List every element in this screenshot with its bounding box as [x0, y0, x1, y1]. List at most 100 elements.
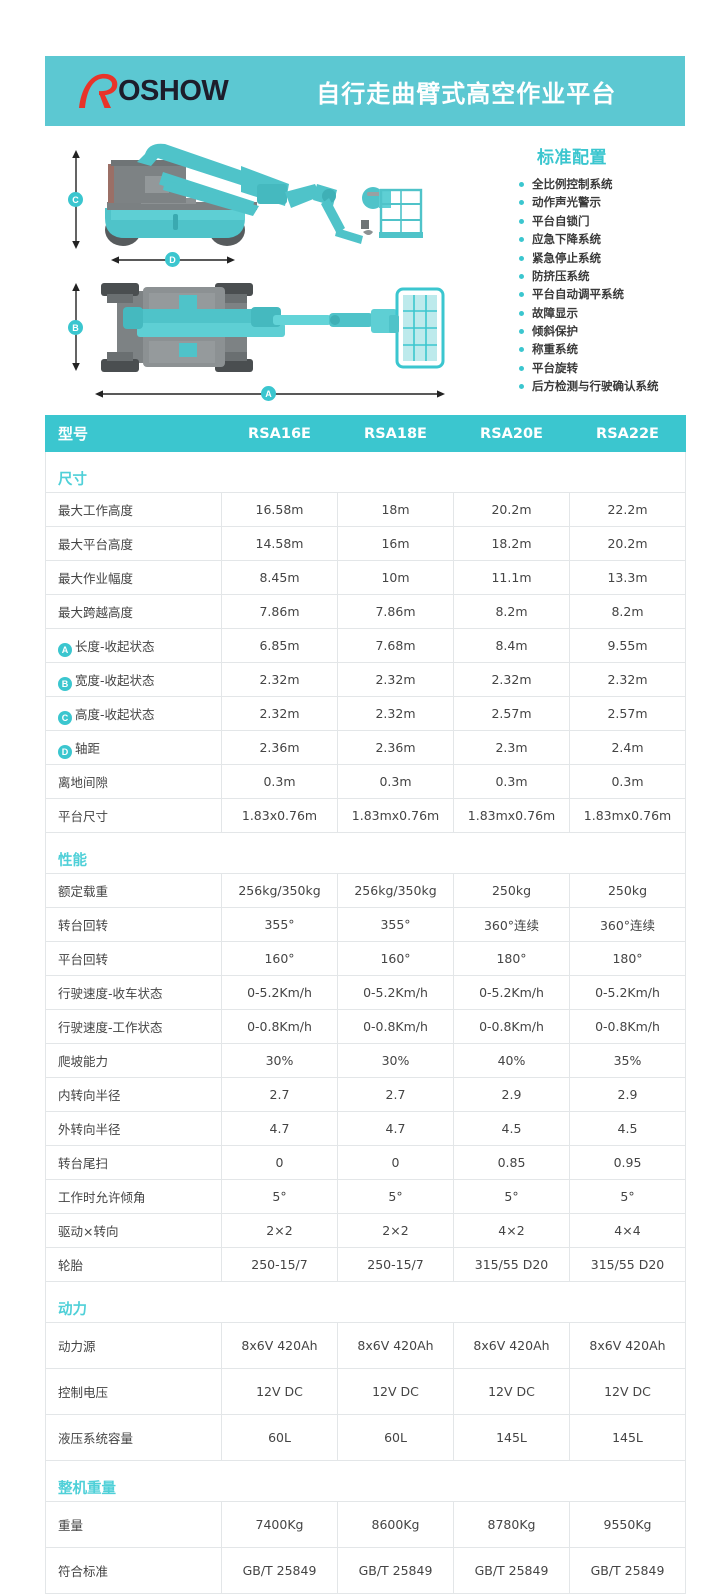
- row-value-cell: 20.2m: [569, 526, 686, 561]
- row-label: 最大作业幅度: [58, 571, 134, 586]
- config-list: 全比例控制系统 动作声光警示 平台自锁门 应急下降系统 紧急停止系统 防挤压系统 平台自动调…: [515, 177, 695, 394]
- row-value-cell: 14.58m: [221, 526, 338, 561]
- header-model-rsa22e: RSA22E: [569, 415, 686, 452]
- row-value-cell: 8x6V 420Ah: [569, 1322, 686, 1369]
- row-value-cell: 20.2m: [453, 492, 570, 527]
- section-header-row: 性能: [45, 832, 686, 874]
- config-item: 平台旋转: [515, 361, 695, 375]
- row-label-cell: 最大工作高度: [45, 492, 222, 527]
- roshow-r-swoosh-icon: [79, 73, 118, 108]
- table-row: 轮胎 250-15/7 250-15/7 315/55 D20 315/55 D20: [45, 1247, 686, 1282]
- row-label-cell: B 宽度-收起状态: [45, 662, 222, 697]
- dim-badge-b-icon: B: [58, 677, 72, 691]
- row-value-cell: 2×2: [337, 1213, 454, 1248]
- top-view-illustration: B A: [45, 267, 505, 407]
- row-label: 转台尾扫: [58, 1156, 109, 1171]
- row-value-cell: GB/T 25849: [221, 1547, 338, 1594]
- row-label-cell: 转台回转: [45, 907, 222, 942]
- row-value-cell: 250-15/7: [337, 1247, 454, 1282]
- section-spacer-cell: [221, 1281, 338, 1323]
- header-key-cell: 型号: [45, 415, 222, 452]
- row-label: 高度-收起状态: [75, 707, 155, 722]
- row-value-cell: 2.4m: [569, 730, 686, 765]
- side-view-boom-lift-drawing: [72, 143, 423, 264]
- row-value-cell: 180°: [569, 941, 686, 976]
- config-item: 故障显示: [515, 306, 695, 320]
- row-label-cell: 最大作业幅度: [45, 560, 222, 595]
- row-value-cell: 0.3m: [453, 764, 570, 799]
- section-spacer-cell: [453, 451, 570, 493]
- table-row: 符合标准 GB/T 25849 GB/T 25849 GB/T 25849 GB/T 2…: [45, 1547, 686, 1594]
- section-spacer-cell: [569, 1460, 686, 1502]
- row-label: 轮胎: [58, 1258, 84, 1273]
- row-value-cell: 360°连续: [569, 907, 686, 942]
- row-value-cell: 2.36m: [337, 730, 454, 765]
- row-label: 最大平台高度: [58, 537, 134, 552]
- row-value-cell: 40%: [453, 1043, 570, 1078]
- row-value-cell: 2.3m: [453, 730, 570, 765]
- dim-badge-a-icon: A: [58, 643, 72, 657]
- table-row: 行驶速度-收车状态 0-5.2Km/h 0-5.2Km/h 0-5.2Km/h 0-5.…: [45, 975, 686, 1010]
- dim-badge-b: B: [68, 320, 83, 335]
- row-value-cell: 2.9: [453, 1077, 570, 1112]
- config-heading: 标准配置: [537, 148, 607, 168]
- section-header-row: 尺寸: [45, 451, 686, 493]
- row-value-cell: 60L: [337, 1414, 454, 1461]
- table-row: 驱动×转向 2×2 2×2 4×2 4×4: [45, 1213, 686, 1248]
- row-value-cell: 0.95: [569, 1145, 686, 1180]
- row-value-cell: 250kg: [569, 873, 686, 908]
- row-value-cell: 160°: [337, 941, 454, 976]
- row-value-cell: 8.2m: [569, 594, 686, 629]
- table-row: 控制电压 12V DC 12V DC 12V DC 12V DC: [45, 1368, 686, 1415]
- table-row: 最大跨越高度 7.86m 7.86m 8.2m 8.2m: [45, 594, 686, 629]
- row-label: 外转向半径: [58, 1122, 121, 1137]
- row-value-cell: GB/T 25849: [337, 1547, 454, 1594]
- standard-configuration: 标准配置 全比例控制系统 动作声光警示 平台自锁门 应急下降系统 紧急停止系统 防挤压系统…: [515, 143, 695, 398]
- row-label-cell: 最大平台高度: [45, 526, 222, 561]
- config-item: 平台自动调平系统: [515, 287, 695, 301]
- row-value-cell: 13.3m: [569, 560, 686, 595]
- config-item: 应急下降系统: [515, 232, 695, 246]
- row-value-cell: 7.86m: [337, 594, 454, 629]
- row-label: 爬坡能力: [58, 1054, 109, 1069]
- row-label: 转台回转: [58, 918, 109, 933]
- row-value-cell: 4×4: [569, 1213, 686, 1248]
- row-value-cell: 4×2: [453, 1213, 570, 1248]
- dim-badge-d: D: [165, 252, 180, 267]
- table-row: A 长度-收起状态 6.85m 7.68m 8.4m 9.55m: [45, 628, 686, 663]
- row-value-cell: 1.83x0.76m: [221, 798, 338, 833]
- row-value-cell: 5°: [221, 1179, 338, 1214]
- table-row: B 宽度-收起状态 2.32m 2.32m 2.32m 2.32m: [45, 662, 686, 697]
- section-spacer-cell: [453, 1281, 570, 1323]
- table-header-row: 型号 RSA16E RSA18E RSA20E RSA22E: [45, 415, 686, 452]
- table-row: 转台回转 355° 355° 360°连续 360°连续: [45, 907, 686, 942]
- section-spacer-cell: [569, 1281, 686, 1323]
- row-label-cell: C 高度-收起状态: [45, 696, 222, 731]
- table-row: 行驶速度-工作状态 0-0.8Km/h 0-0.8Km/h 0-0.8Km/h 0-0.…: [45, 1009, 686, 1044]
- section-title: 性能: [45, 832, 222, 874]
- section-header-row: 整机重量: [45, 1460, 686, 1502]
- row-value-cell: 4.5: [569, 1111, 686, 1146]
- row-value-cell: 0.85: [453, 1145, 570, 1180]
- header-model-rsa16e: RSA16E: [221, 415, 338, 452]
- row-value-cell: 256kg/350kg: [221, 873, 338, 908]
- row-label-cell: 爬坡能力: [45, 1043, 222, 1078]
- row-value-cell: 9.55m: [569, 628, 686, 663]
- row-value-cell: 145L: [453, 1414, 570, 1461]
- section-title: 动力: [45, 1281, 222, 1323]
- table-row: 转台尾扫 0 0 0.85 0.95: [45, 1145, 686, 1180]
- row-label-cell: 液压系统容量: [45, 1414, 222, 1461]
- config-item: 全比例控制系统: [515, 177, 695, 191]
- row-value-cell: 18m: [337, 492, 454, 527]
- row-value-cell: 0-0.8Km/h: [569, 1009, 686, 1044]
- row-label-cell: 行驶速度-工作状态: [45, 1009, 222, 1044]
- row-label: 内转向半径: [58, 1088, 121, 1103]
- row-label-cell: D 轴距: [45, 730, 222, 765]
- section-spacer-cell: [221, 451, 338, 493]
- section-spacer-cell: [337, 1460, 454, 1502]
- row-label: 控制电压: [58, 1385, 109, 1400]
- row-value-cell: 256kg/350kg: [337, 873, 454, 908]
- brand-logo: OSHOW: [77, 71, 229, 111]
- row-value-cell: 4.7: [221, 1111, 338, 1146]
- product-illustrations: C D: [45, 132, 505, 407]
